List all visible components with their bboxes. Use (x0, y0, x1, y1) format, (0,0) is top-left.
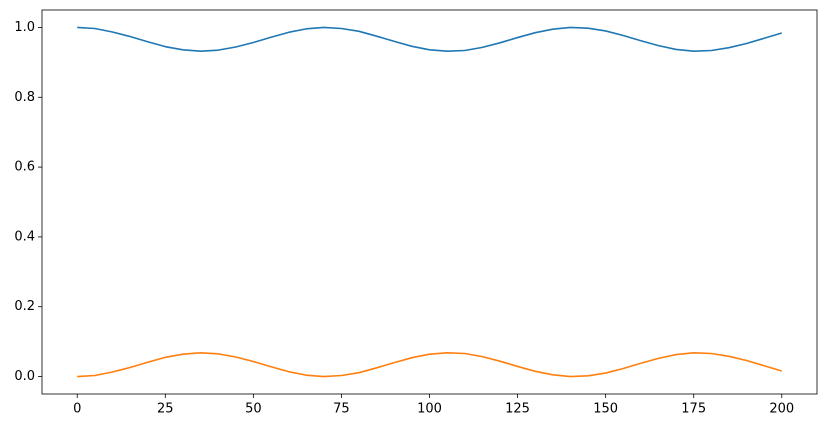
y-tick-label: 0.2 (14, 299, 35, 314)
y-tick-label: 0.4 (14, 229, 35, 244)
x-tick-label: 100 (417, 402, 442, 417)
y-tick-label: 0.8 (14, 90, 35, 105)
x-tick-label: 25 (157, 402, 174, 417)
series-line (77, 26, 783, 52)
x-tick-label: 50 (245, 402, 262, 417)
x-tick-label: 150 (593, 402, 618, 417)
x-tick-label: 175 (681, 402, 706, 417)
y-tick-label: 0.0 (14, 369, 35, 384)
x-tick-label: 75 (333, 402, 350, 417)
x-tick-label: 200 (769, 402, 794, 417)
axes-frame (41, 9, 818, 395)
x-tick-label: 0 (73, 402, 81, 417)
series-line (77, 352, 783, 378)
y-tick-label: 0.6 (14, 160, 35, 175)
x-tick-label: 125 (505, 402, 530, 417)
y-tick-label: 1.0 (14, 20, 35, 35)
